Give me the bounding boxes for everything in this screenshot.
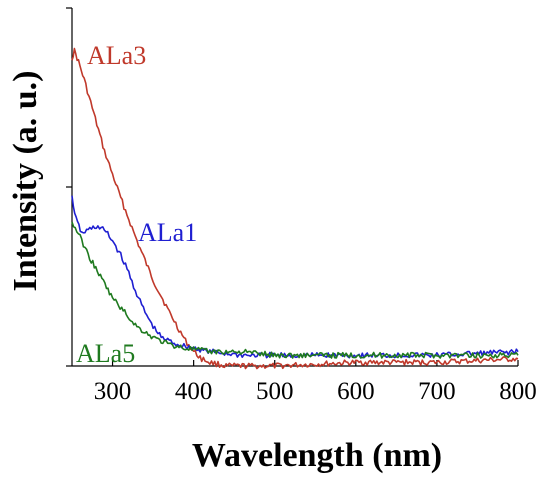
series-label-ala1: ALa1: [138, 218, 197, 247]
x-tick-label: 400: [175, 378, 213, 405]
labels-group: ALa3 ALa1 ALa5: [76, 41, 197, 368]
series-line-ala5: [71, 221, 519, 359]
x-tick-label: 700: [418, 378, 456, 405]
y-axis-title: Intensity (a. u.): [7, 70, 44, 291]
x-tick-label: 300: [94, 378, 132, 405]
series-label-ala3: ALa3: [87, 41, 146, 70]
series-line-ala3: [71, 47, 519, 370]
x-tick-label: 600: [337, 378, 375, 405]
x-tick-label: 800: [499, 378, 537, 405]
x-axis-title: Wavelength (nm): [192, 437, 442, 474]
x-tick-label: 500: [256, 378, 294, 405]
series-group: [71, 47, 519, 370]
series-label-ala5: ALa5: [76, 339, 135, 368]
ticks: 300 400 500 600 700 800: [66, 7, 537, 405]
series-line-ala1: [71, 195, 519, 359]
